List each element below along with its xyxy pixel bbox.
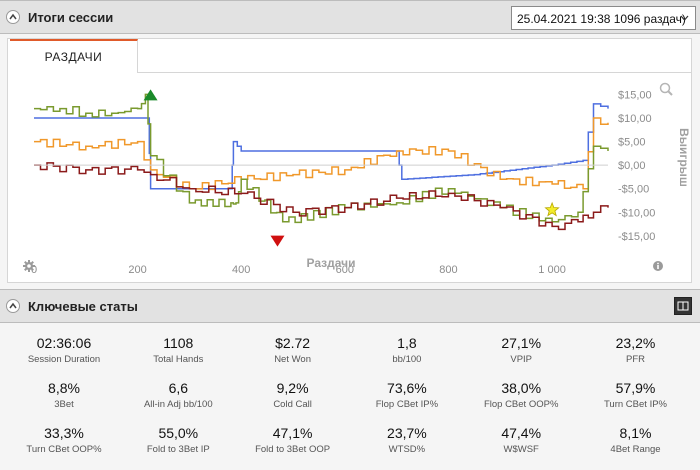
stat-label: Fold to 3Bet OOP xyxy=(255,444,331,455)
stat-label: Turn CBet OOP% xyxy=(26,444,102,455)
x-tick-label: 600 xyxy=(336,264,354,276)
stat-value: 8,8% xyxy=(48,380,80,396)
y-tick-label: -$10,00 xyxy=(618,207,655,219)
series-line xyxy=(34,117,609,191)
stat-label: W$WSF xyxy=(503,444,539,455)
collapse-stats-button[interactable] xyxy=(6,299,20,313)
stat-value: 8,1% xyxy=(619,425,652,441)
stat-value: 02:36:06 xyxy=(36,335,92,351)
session-summary-title: Итоги сессии xyxy=(28,10,114,25)
chevron-up-icon xyxy=(9,13,17,20)
stat-value: 1,8 xyxy=(397,335,417,351)
x-tick-label: 200 xyxy=(128,264,146,276)
y-tick-label: -$15,00 xyxy=(618,231,655,243)
y-tick-label: -$5,00 xyxy=(618,184,649,196)
stat-label: 3Bet xyxy=(54,399,74,410)
key-stats-header: Ключевые статы xyxy=(0,289,700,323)
winnings-chart: $15,00 $10,00 $5,00 $0,00 -$5,00 -$10,00 -$15,… xyxy=(23,82,691,276)
stat-label: bb/100 xyxy=(392,354,422,365)
stat-tile: $2.72 Net Won xyxy=(236,335,350,365)
stat-tile: 47,4% W$WSF xyxy=(464,425,578,455)
x-tick-label: 1 000 xyxy=(538,264,566,276)
stat-tile: 73,6% Flop CBet IP% xyxy=(350,380,464,410)
stat-tile: 38,0% Flop CBet OOP% xyxy=(464,380,578,410)
y-tick-label: $5,00 xyxy=(618,137,646,149)
chart-panel: РАЗДАЧИ $15,00 $10,00 $5,00 $0,00 -$5,00 -$10… xyxy=(7,38,692,283)
chevron-down-icon xyxy=(680,15,689,21)
gear-icon[interactable] xyxy=(23,260,35,272)
y-tick-label: $15,00 xyxy=(618,89,652,101)
series-line xyxy=(34,93,609,224)
stat-label: WTSD% xyxy=(388,444,426,455)
stat-value: 9,2% xyxy=(276,380,309,396)
stat-tile: 23,7% WTSD% xyxy=(350,425,464,455)
stat-value: 23,2% xyxy=(615,335,656,351)
max-marker xyxy=(143,89,158,101)
stat-label: Net Won xyxy=(274,354,311,365)
stat-value: 23,7% xyxy=(387,425,427,441)
stat-label: Cold Call xyxy=(273,399,312,410)
stat-tile: 6,6 All-in Adj bb/100 xyxy=(121,380,235,410)
stat-value: 55,0% xyxy=(158,425,199,441)
zoom-icon[interactable] xyxy=(659,82,673,96)
stat-value: 57,9% xyxy=(615,380,656,396)
series-line xyxy=(34,162,609,231)
x-tick-label: 400 xyxy=(232,264,250,276)
stat-value: 38,0% xyxy=(501,380,542,396)
session-selector-value: 25.04.2021 19:38 1096 раздач) xyxy=(517,12,686,26)
series-line xyxy=(34,103,609,190)
stat-label: Fold to 3Bet IP xyxy=(146,444,210,455)
layout-grid-icon[interactable] xyxy=(674,297,692,315)
stat-tile: 9,2% Cold Call xyxy=(236,380,350,410)
stat-tile: 27,1% VPIP xyxy=(464,335,578,365)
stat-value: $2.72 xyxy=(275,335,311,351)
stat-tile: 55,0% Fold to 3Bet IP xyxy=(121,425,235,455)
stat-tile: 33,3% Turn CBet OOP% xyxy=(7,425,121,455)
stat-value: 47,1% xyxy=(272,425,313,441)
stat-tile: 57,9% Turn CBet IP% xyxy=(579,380,693,410)
star-marker xyxy=(544,201,560,217)
stat-value: 1108 xyxy=(163,335,194,351)
session-selector[interactable]: 25.04.2021 19:38 1096 раздач) xyxy=(511,6,696,30)
stat-tile: 47,1% Fold to 3Bet OOP xyxy=(236,425,350,455)
tab-hands[interactable]: РАЗДАЧИ xyxy=(10,39,138,73)
stat-label: Total Hands xyxy=(153,354,204,365)
session-summary-header: Итоги сессии 25.04.2021 19:38 1096 разда… xyxy=(0,0,700,34)
y-axis-label: Выигрыш xyxy=(677,128,691,187)
stat-value: 6,6 xyxy=(168,380,189,396)
stat-value: 47,4% xyxy=(501,425,542,441)
tab-divider xyxy=(138,72,691,73)
stat-value: 73,6% xyxy=(387,380,427,396)
stat-label: All-in Adj bb/100 xyxy=(143,399,213,410)
info-icon[interactable] xyxy=(653,261,663,271)
x-axis-label: Раздачи xyxy=(307,256,356,270)
min-marker xyxy=(270,235,285,247)
key-stats-title: Ключевые статы xyxy=(28,299,138,314)
stat-label: Flop CBet OOP% xyxy=(483,399,559,410)
stat-tile: 1108 Total Hands xyxy=(121,335,235,365)
stat-label: Turn CBet IP% xyxy=(603,399,667,410)
stat-tile: 8,1% 4Bet Range xyxy=(579,425,693,455)
stat-label: Session Duration xyxy=(27,354,101,365)
x-tick-label: 0 xyxy=(31,264,37,276)
stat-value: 33,3% xyxy=(44,425,84,441)
collapse-session-button[interactable] xyxy=(6,10,20,24)
x-tick-label: 800 xyxy=(439,264,457,276)
stat-label: VPIP xyxy=(510,354,533,365)
y-tick-label: $0,00 xyxy=(618,160,646,172)
stat-tile: 8,8% 3Bet xyxy=(7,380,121,410)
stat-tile: 02:36:06 Session Duration xyxy=(7,335,121,365)
stat-tile: 23,2% PFR xyxy=(579,335,693,365)
stat-tile: 1,8 bb/100 xyxy=(350,335,464,365)
stat-label: Flop CBet IP% xyxy=(375,399,439,410)
stat-label: PFR xyxy=(626,354,645,365)
stat-label: 4Bet Range xyxy=(610,444,661,455)
stat-value: 27,1% xyxy=(501,335,542,351)
chevron-up-icon xyxy=(9,302,17,309)
y-tick-label: $10,00 xyxy=(618,113,652,125)
